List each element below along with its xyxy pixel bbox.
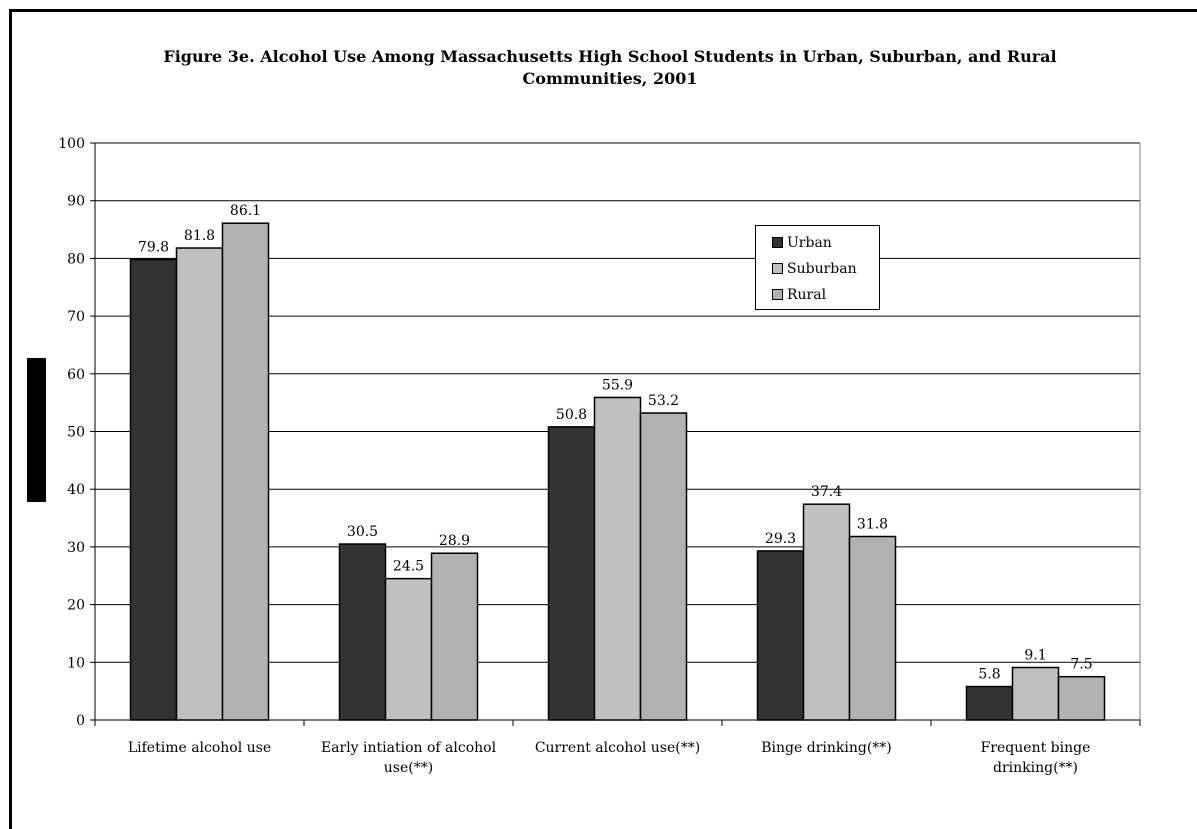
bar-urban (338, 543, 387, 721)
bar-suburban (175, 247, 224, 721)
bar-urban (129, 258, 178, 721)
data-label: 53.2 (648, 393, 679, 409)
bar-suburban (384, 577, 433, 721)
y-tick-label: 20 (67, 598, 85, 614)
data-label: 29.3 (765, 531, 796, 547)
y-tick-label: 100 (58, 136, 85, 152)
x-category-label: Binge drinking(**) (761, 740, 892, 756)
y-tick-label: 70 (67, 309, 85, 325)
bar-suburban (1011, 666, 1060, 721)
bar-rural (221, 222, 270, 721)
x-category-label: Frequent binge (981, 740, 1091, 756)
x-category-label: Lifetime alcohol use (128, 740, 271, 756)
y-tick-label: 90 (67, 194, 85, 210)
x-category-label: Early intiation of alcohol (321, 740, 497, 756)
x-category-label: Current alcohol use(**) (535, 740, 700, 756)
bar-urban (547, 426, 596, 721)
x-category-label: drinking(**) (993, 760, 1078, 776)
data-label: 5.8 (978, 667, 1000, 683)
data-label: 55.9 (602, 377, 633, 393)
chart-frame (9, 9, 1197, 829)
bar-rural (848, 535, 897, 721)
legend-swatch-rural (772, 289, 783, 300)
bar-suburban (593, 396, 642, 721)
y-tick-label: 30 (67, 540, 85, 556)
y-tick-label: 40 (67, 482, 85, 498)
side-black-marker (27, 358, 46, 502)
x-category-label: use(**) (384, 760, 433, 776)
bar-rural (1057, 675, 1106, 721)
y-tick-label: 60 (67, 367, 85, 383)
y-tick-label: 0 (76, 713, 85, 729)
data-label: 31.8 (857, 517, 888, 533)
data-label: 37.4 (811, 484, 842, 500)
y-tick-label: 10 (67, 655, 85, 671)
chart-title: Figure 3e. Alcohol Use Among Massachuset… (163, 47, 1057, 88)
bar-rural (639, 412, 688, 721)
data-label: 50.8 (556, 407, 587, 423)
y-tick-label: 80 (67, 251, 85, 267)
bar-urban (756, 550, 805, 721)
data-label: 79.8 (138, 240, 169, 256)
legend-label-rural: Rural (787, 287, 827, 303)
bar-rural (430, 552, 479, 721)
data-label: 24.5 (393, 559, 424, 575)
bar-urban (965, 685, 1014, 721)
legend-label-urban: Urban (787, 235, 832, 251)
y-tick-label: 50 (67, 425, 85, 441)
chart-legend: Urban Suburban Rural (755, 225, 880, 310)
legend-label-suburban: Suburban (787, 261, 857, 277)
data-label: 28.9 (439, 533, 470, 549)
data-label: 9.1 (1024, 647, 1046, 663)
legend-swatch-suburban (772, 263, 783, 274)
data-label: 81.8 (184, 228, 215, 244)
data-label: 7.5 (1070, 657, 1092, 673)
data-label: 30.5 (347, 524, 378, 540)
data-label: 86.1 (230, 203, 261, 219)
bar-suburban (802, 503, 851, 721)
legend-swatch-urban (772, 237, 783, 248)
